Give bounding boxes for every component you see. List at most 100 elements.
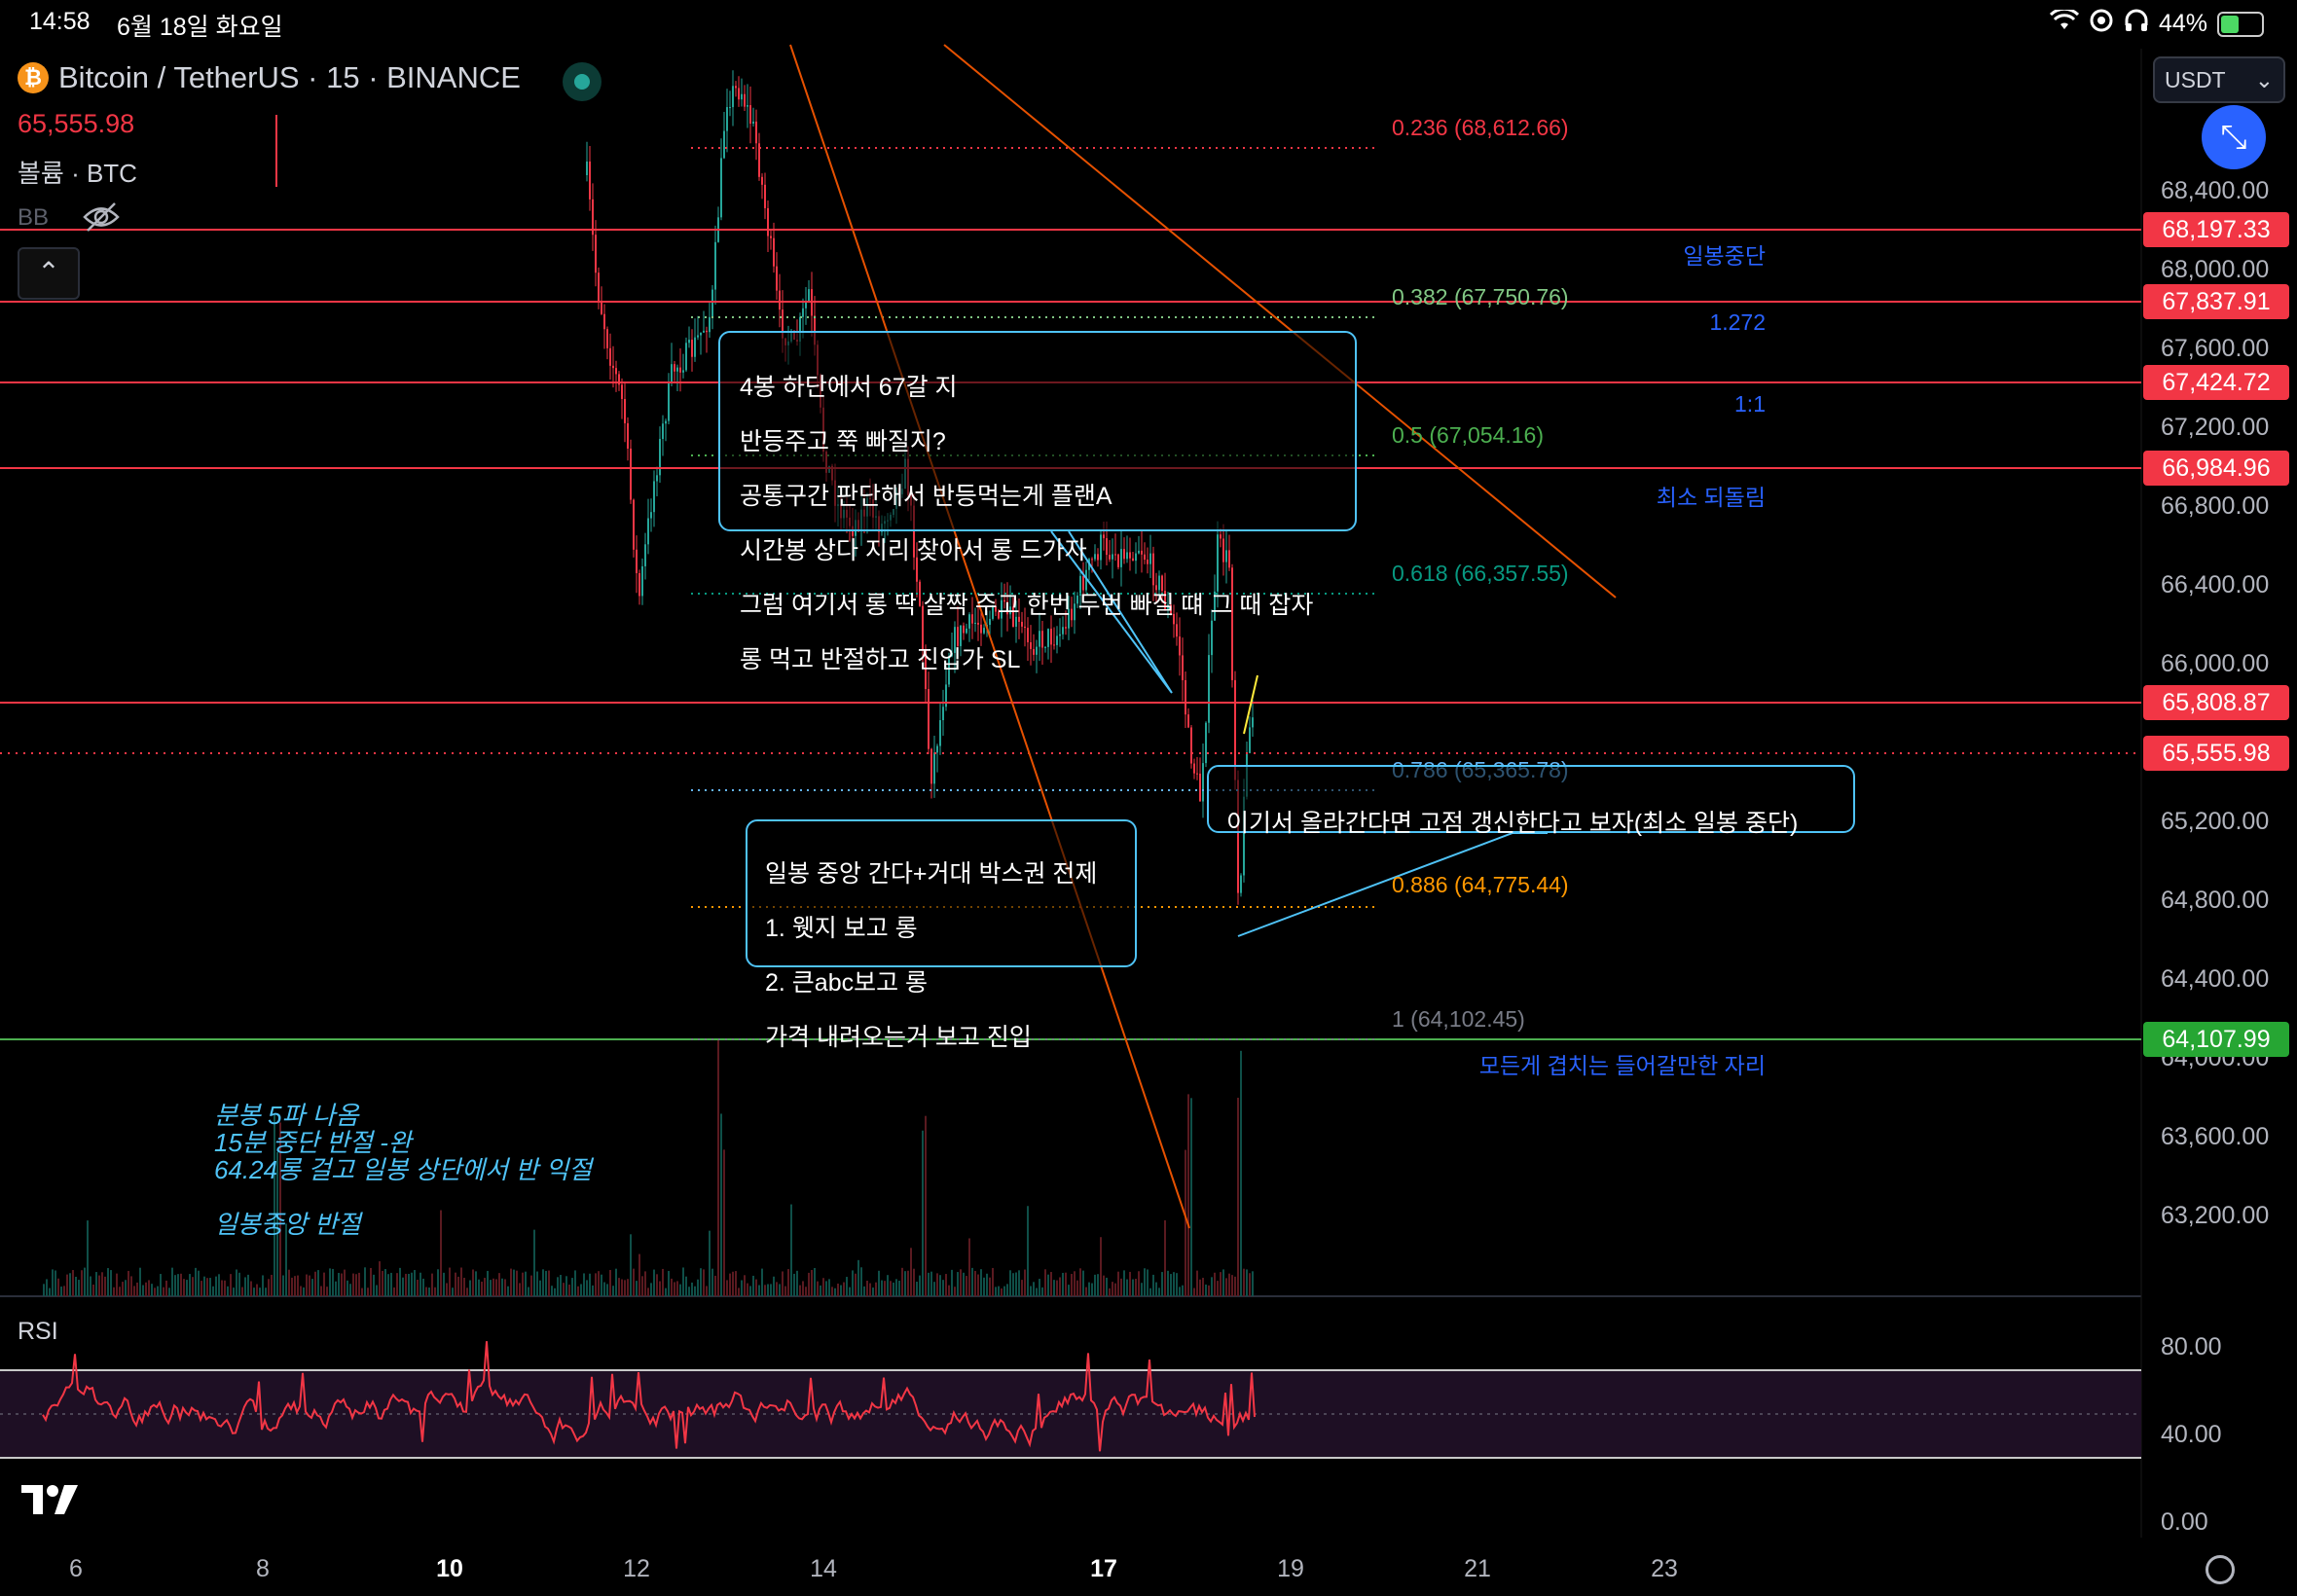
volume-legend[interactable]: 볼륨 · BTC [18,159,137,188]
trend-line [1243,674,1258,735]
candle-body [732,86,734,108]
volume-bar [571,1278,573,1296]
volume-bar [1149,1288,1151,1296]
italic-note[interactable]: 분봉 5파 나옴 15분 중단 반절 -완 64.24롱 걸고 일봉 상단에서 … [214,1102,592,1238]
volume-bar [1129,1271,1131,1296]
volume-bar [209,1278,211,1296]
high-note-box[interactable]: 이기서 올라간다면 고점 갱신한다고 보자(최소 일봉 중단) [1207,765,1855,837]
volume-bar [525,1271,527,1296]
volume-bar [428,1288,430,1296]
volume-bar [925,1115,927,1296]
plan-note-line: 공통구간 판단해서 반등먹는게 플랜A [740,483,1112,510]
battery-percent: 44% [2158,10,2207,37]
settings-icon[interactable] [2206,1555,2235,1584]
tradingview-logo[interactable] [19,1481,84,1516]
volume-bar [1097,1274,1099,1296]
currency-select[interactable]: USDT ⌄ [2153,56,2285,103]
time-axis-label: 23 [1651,1555,1678,1582]
candle-body [662,423,664,440]
volume-bar [1050,1272,1052,1296]
price-tag: 65,808.87 [2143,685,2289,720]
volume-bar [533,1229,535,1296]
volume-bar [487,1270,489,1296]
symbol-legend[interactable]: ₿ Bitcoin / TetherUS · 15 · BINANCE [18,60,521,95]
volume-bar [1132,1279,1134,1296]
price-axis-label: 63,600.00 [2161,1123,2270,1150]
volume-bar [437,1269,439,1296]
volume-bar [195,1267,197,1296]
volume-bar [285,1223,287,1296]
volume-bar [872,1288,874,1296]
volume-bar [408,1273,410,1296]
candle-body [1021,621,1023,627]
volume-bar [425,1287,427,1296]
volume-bar [855,1273,857,1296]
volume-bar [729,1273,731,1296]
eye-off-icon[interactable] [82,200,121,234]
volume-bar [744,1275,746,1296]
volume-bar [1152,1274,1154,1296]
volume-bar [478,1279,480,1296]
rsi-legend[interactable]: RSI [18,1318,58,1345]
candle-body [720,158,722,218]
volume-bar [577,1286,579,1296]
volume-bar [633,1268,635,1296]
volume-bar [732,1271,734,1296]
volume-bars [43,1038,1254,1296]
volume-bar [507,1286,509,1296]
volume-bar [755,1279,757,1296]
exit-fullscreen-button[interactable]: ⤡ [2202,105,2266,169]
volume-bar [834,1288,836,1296]
volume-bar [875,1282,877,1296]
volume-bar [548,1270,550,1296]
plan-note-line: 그럼 여기서 롱 딱 살짝 주고 한번 두번 빠질 떄 그 때 잡자 [740,592,1314,619]
volume-bar [857,1259,859,1296]
volume-bar [586,1280,588,1296]
candle-body [665,420,667,424]
candle-body [1164,591,1166,609]
candle-body [1129,552,1131,559]
volume-bar [1053,1280,1055,1296]
daily-note-box[interactable]: 일봉 중앙 간다+거대 박스권 전제 1. 웻지 보고 롱 2. 큰abc보고 … [746,819,1137,1051]
volume-bar [238,1272,240,1296]
volume-bar [1123,1270,1125,1296]
price-axis-label: 65,200.00 [2161,808,2270,835]
volume-bar [349,1284,351,1296]
daily-note-line: 가격 내려오는거 보고 진입 [765,1024,1032,1051]
volume-bar [1085,1287,1087,1296]
candle-body [1147,560,1148,564]
daily-note-line: 일봉 중앙 간다+거대 박스권 전제 [765,860,1098,888]
focus-icon [2089,8,2114,40]
volume-bar [186,1280,188,1296]
volume-bar [1222,1269,1224,1296]
volume-bar [440,1210,442,1296]
candle-body [647,518,649,545]
symbol-title: Bitcoin / TetherUS · 15 · BINANCE [58,60,521,94]
volume-bar [183,1279,185,1296]
candle-body [1243,796,1245,876]
candle-body [1033,648,1035,655]
price-axis-label: 64,800.00 [2161,887,2270,914]
volume-bar [697,1279,699,1296]
candle-body [919,581,921,606]
rsi-level-0: 0.00 [2161,1508,2208,1536]
volume-bar [323,1272,325,1296]
volume-bar [1106,1277,1108,1296]
volume-bar [1001,1288,1003,1296]
volume-bar [869,1283,871,1296]
plan-note-box[interactable]: 4봉 하단에서 67갈 지 반등주고 쭉 빠질지? 공통구간 판단해서 반등먹는… [718,331,1357,673]
candle-body [1062,627,1064,635]
volume-bar [495,1279,497,1296]
volume-bar [189,1274,191,1296]
bb-legend[interactable]: BB [18,204,50,231]
volume-bar [898,1281,900,1296]
volume-bar [656,1274,658,1296]
volume-bar [1179,1287,1181,1296]
volume-bar [414,1269,416,1296]
candle-body [598,272,600,302]
candle-body [589,162,591,200]
collapse-legend-button[interactable]: ⌃ [18,247,80,300]
candle-body [1135,553,1137,562]
volume-bar [469,1280,471,1296]
